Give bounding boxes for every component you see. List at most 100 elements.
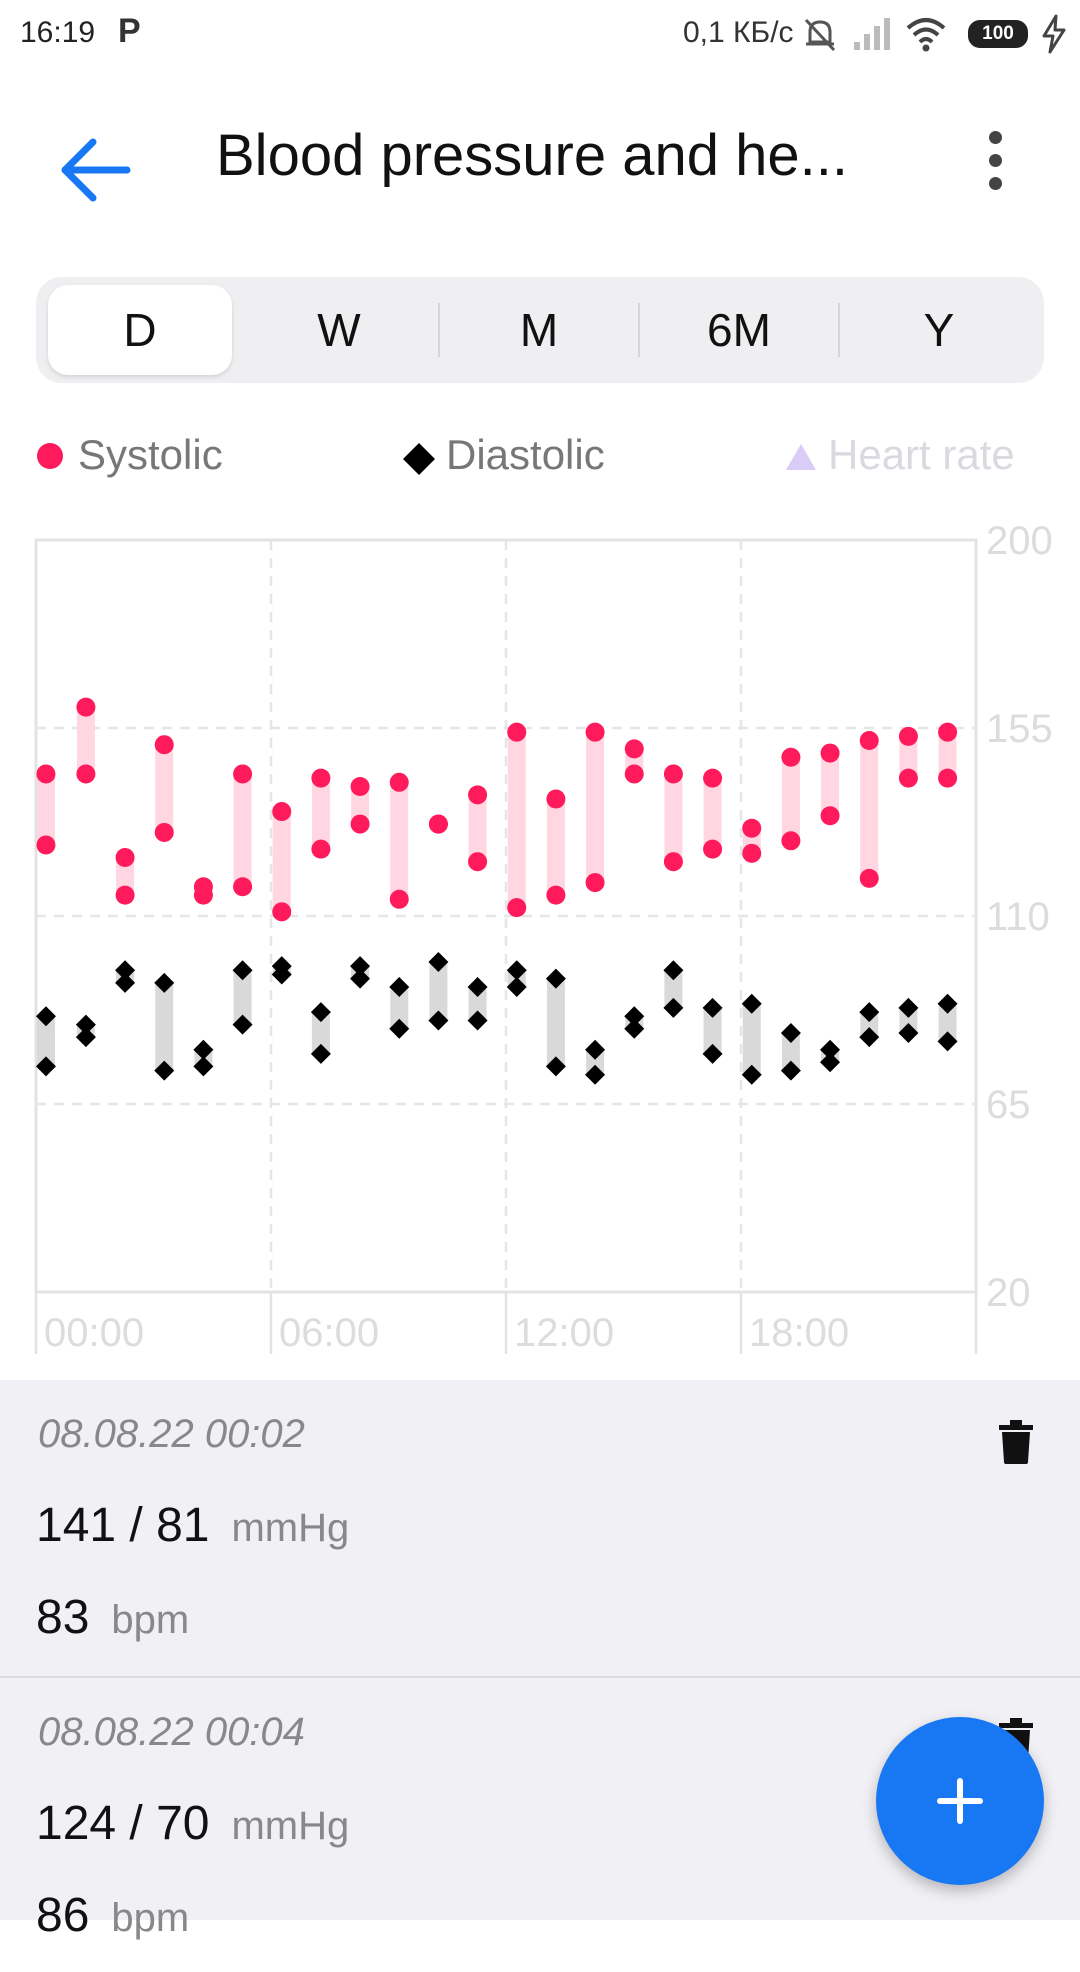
range-tab-day[interactable]: D xyxy=(48,285,232,375)
status-bar: 16:19 P 0,1 КБ/с 100 xyxy=(0,0,1080,72)
diastolic-point xyxy=(350,956,371,977)
diastolic-range-bar xyxy=(546,978,565,1067)
hr-value: 83 xyxy=(36,1591,90,1644)
range-tab-week[interactable]: W xyxy=(317,304,361,356)
diastolic-range-bar xyxy=(938,1003,957,1042)
back-button[interactable] xyxy=(55,130,155,210)
network-speed: 0,1 КБ/с xyxy=(683,16,794,49)
chart-range-bars xyxy=(36,707,957,1075)
arrow-left-icon xyxy=(61,138,131,202)
legend-diastolic[interactable]: Diastolic xyxy=(402,420,605,490)
entry-blood-pressure: 141 / 81 mmHg xyxy=(36,1498,349,1553)
diastolic-point xyxy=(780,1060,801,1081)
systolic-range-bar xyxy=(233,773,252,887)
systolic-range-bar xyxy=(821,753,840,816)
x-tick-label: 12:00 xyxy=(514,1311,614,1355)
systolic-point xyxy=(859,731,879,751)
diastolic-range-bar xyxy=(742,1003,761,1075)
diastolic-point xyxy=(232,960,253,981)
more-vert-icon xyxy=(975,131,1015,190)
diastolic-point xyxy=(467,977,488,998)
systolic-point xyxy=(742,818,762,838)
systolic-point xyxy=(898,726,918,746)
bp-unit: mmHg xyxy=(231,1804,350,1848)
range-tab-6-months[interactable]: 6M xyxy=(707,304,771,356)
systolic-point xyxy=(115,848,135,868)
entry-date: 08.08.22 00:02 xyxy=(38,1412,305,1456)
diastolic-point xyxy=(506,960,527,981)
systolic-range-bar xyxy=(36,773,55,845)
systolic-range-bar xyxy=(390,782,409,900)
systolic-point xyxy=(389,772,409,792)
diastolic-point xyxy=(545,968,566,989)
status-time: 16:19 xyxy=(20,16,96,49)
legend-heart-rate[interactable]: Heart rate xyxy=(784,420,1015,490)
systolic-point xyxy=(898,768,918,788)
diastolic-point xyxy=(35,1056,56,1077)
systolic-point xyxy=(193,885,213,905)
diastolic-point xyxy=(75,1014,96,1035)
systolic-range-bar xyxy=(155,744,174,833)
systolic-point xyxy=(546,885,566,905)
diastolic-range-bar xyxy=(36,1016,55,1067)
entry-heart-rate: 83 bpm xyxy=(36,1590,189,1645)
entry-blood-pressure: 124 / 70 mmHg xyxy=(36,1796,349,1851)
diastolic-point xyxy=(937,993,958,1014)
diastolic-point xyxy=(35,1006,56,1027)
systolic-point xyxy=(468,852,488,872)
diastolic-point xyxy=(428,951,449,972)
diastolic-point xyxy=(389,977,410,998)
diastolic-point xyxy=(624,1006,645,1027)
bp-value: 124 / 70 xyxy=(36,1797,210,1850)
diastolic-point xyxy=(428,1010,449,1031)
systolic-point xyxy=(624,739,644,759)
systolic-point xyxy=(350,776,370,796)
diastolic-range-bar xyxy=(781,1032,800,1071)
y-tick-label: 155 xyxy=(986,707,1053,751)
legend-systolic[interactable]: Systolic xyxy=(36,420,223,490)
diastolic-point xyxy=(350,968,371,989)
diastolic-point xyxy=(193,1039,214,1060)
systolic-point xyxy=(820,806,840,826)
systolic-point xyxy=(76,697,96,717)
systolic-range-bar xyxy=(468,794,487,862)
range-tab-year[interactable]: Y xyxy=(923,304,955,356)
hr-unit: bpm xyxy=(111,1896,190,1940)
diastolic-point xyxy=(310,1002,331,1023)
diastolic-point xyxy=(741,993,762,1014)
diastolic-point xyxy=(310,1043,331,1064)
range-tab-month[interactable]: M xyxy=(519,304,559,356)
systolic-point xyxy=(703,839,723,859)
diastolic-point xyxy=(193,1056,214,1077)
diastolic-point xyxy=(545,1056,566,1077)
diastolic-range-bar xyxy=(468,987,487,1021)
x-tick-label: 06:00 xyxy=(279,1311,379,1355)
list-item[interactable]: 08.08.22 00:02 141 / 81 mmHg 83 bpm xyxy=(0,1380,1080,1674)
diastolic-point xyxy=(663,997,684,1018)
chart-legend: Systolic Diastolic Heart rate xyxy=(0,420,1080,490)
systolic-range-bar xyxy=(311,778,330,850)
diastolic-point xyxy=(154,1060,175,1081)
systolic-point xyxy=(742,843,762,863)
x-tick-label: 00:00 xyxy=(44,1311,144,1355)
diastolic-range-bar xyxy=(311,1012,330,1054)
page-title: Blood pressure and he... xyxy=(216,123,848,188)
diastolic-range-bar xyxy=(664,970,683,1008)
add-measurement-button[interactable] xyxy=(876,1717,1044,1885)
y-tick-label: 65 xyxy=(986,1083,1031,1127)
systolic-point xyxy=(389,889,409,909)
wifi-icon xyxy=(906,18,946,52)
systolic-range-bar xyxy=(272,811,291,912)
systolic-point xyxy=(938,768,958,788)
systolic-range-bar xyxy=(938,732,957,779)
bp-value: 141 / 81 xyxy=(36,1499,210,1552)
systolic-range-bar xyxy=(507,732,526,908)
diastolic-point xyxy=(467,1010,488,1031)
systolic-point xyxy=(272,802,292,822)
diastolic-point xyxy=(741,1064,762,1085)
systolic-point xyxy=(663,852,683,872)
trash-icon[interactable] xyxy=(998,1420,1034,1464)
more-options-button[interactable] xyxy=(975,124,1015,220)
diastolic-point xyxy=(624,1018,645,1039)
divider xyxy=(438,303,440,357)
